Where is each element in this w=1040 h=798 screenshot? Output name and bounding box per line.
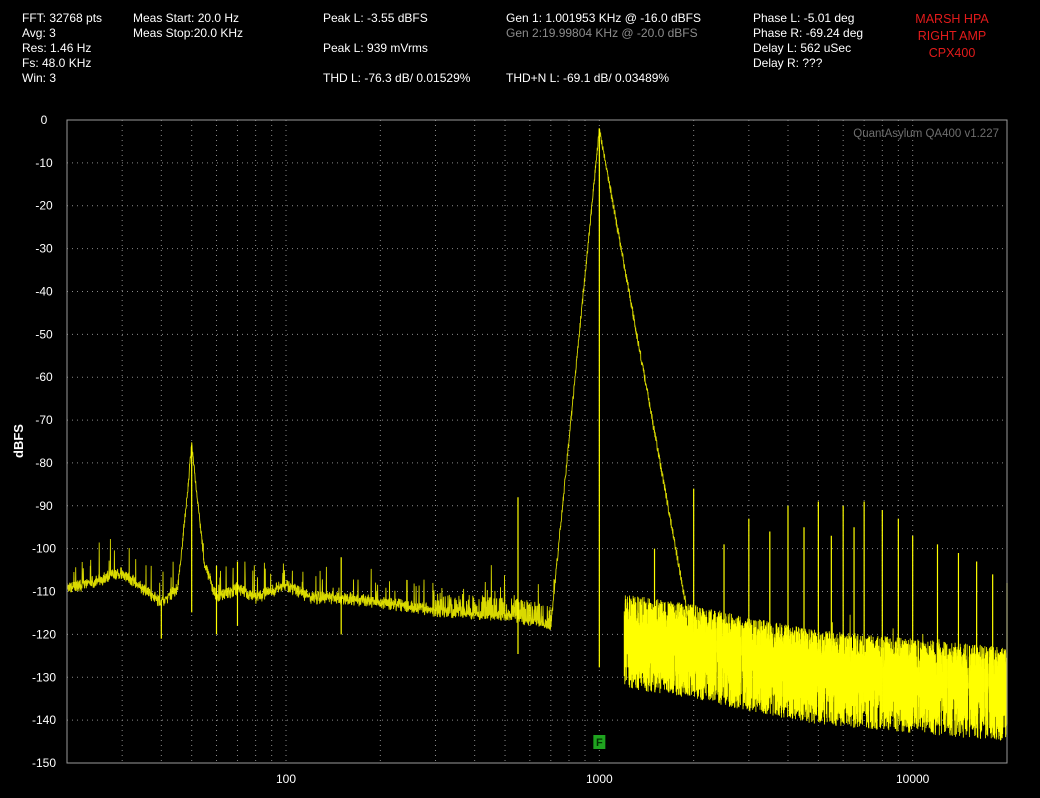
noise-band bbox=[623, 595, 1008, 741]
user-note: MARSH HPA RIGHT AMP CPX400 bbox=[900, 11, 1004, 62]
y-tick-label: -60 bbox=[35, 370, 53, 384]
y-tick-label: -100 bbox=[32, 542, 56, 556]
y-tick-label: -50 bbox=[35, 327, 53, 341]
meas-stop: Meas Stop:20.0 KHz bbox=[133, 26, 244, 40]
y-axis-label: dBFS bbox=[11, 424, 26, 458]
frequency-marker[interactable]: F bbox=[593, 735, 606, 749]
marker-label: F bbox=[596, 737, 603, 749]
delay-r: Delay R: ??? bbox=[753, 56, 823, 70]
y-tick-label: -120 bbox=[32, 627, 56, 641]
phase-l: Phase L: -5.01 deg bbox=[753, 11, 855, 25]
generator-readouts: Gen 1: 1.001953 KHz @ -16.0 dBFS Gen 2:1… bbox=[506, 11, 701, 86]
phase-r: Phase R: -69.24 deg bbox=[753, 26, 864, 40]
y-tick-label: -150 bbox=[32, 756, 56, 770]
y-tick-label: -30 bbox=[35, 242, 53, 256]
meas-start: Meas Start: 20.0 Hz bbox=[133, 11, 240, 25]
note-line-1: MARSH HPA bbox=[915, 12, 989, 26]
sample-rate: Fs: 48.0 KHz bbox=[22, 56, 92, 70]
y-tick-label: -110 bbox=[32, 585, 55, 599]
peak-l-dbfs: Peak L: -3.55 dBFS bbox=[323, 11, 428, 25]
thdn-l: THD+N L: -69.1 dB/ 0.03489% bbox=[506, 71, 670, 85]
note-line-2: RIGHT AMP bbox=[917, 29, 987, 43]
peak-l-mvrms: Peak L: 939 mVrms bbox=[323, 41, 428, 55]
y-tick-label: -90 bbox=[35, 499, 53, 513]
y-tick-label: -80 bbox=[35, 456, 53, 470]
watermark-text: QuantAsylum QA400 v1.227 bbox=[853, 128, 999, 140]
resolution: Res: 1.46 Hz bbox=[22, 41, 92, 55]
marker-box bbox=[593, 735, 606, 749]
avg-count: Avg: 3 bbox=[22, 26, 56, 40]
y-tick-label: -40 bbox=[35, 284, 53, 298]
spectrum-traces bbox=[66, 128, 1008, 741]
gen1: Gen 1: 1.001953 KHz @ -16.0 dBFS bbox=[506, 11, 701, 25]
y-tick-label: -70 bbox=[35, 413, 53, 427]
fft-size: FFT: 32768 pts bbox=[22, 11, 103, 25]
y-tick-label: 0 bbox=[41, 113, 48, 127]
peak-readouts: Peak L: -3.55 dBFS Peak L: 939 mVrms THD… bbox=[323, 11, 470, 86]
fft-info: FFT: 32768 pts Avg: 3 Res: 1.46 Hz Fs: 4… bbox=[22, 11, 102, 86]
y-tick-label: -10 bbox=[35, 156, 53, 170]
y-tick-labels: 0 -10 -20 -30 -40 -50 -60 -70 -80 -90 -100 -110 -120… bbox=[32, 113, 56, 770]
x-tick-label: 10000 bbox=[896, 772, 930, 786]
y-tick-label: -20 bbox=[35, 199, 53, 213]
y-tick-label: -130 bbox=[32, 670, 56, 684]
x-tick-label: 100 bbox=[276, 772, 296, 786]
gen2: Gen 2:19.99804 KHz @ -20.0 dBFS bbox=[506, 26, 698, 40]
note-line-3: CPX400 bbox=[928, 46, 976, 60]
x-tick-labels: 100 1000 10000 bbox=[276, 772, 930, 786]
phase-readouts: Phase L: -5.01 deg Phase R: -69.24 deg D… bbox=[753, 11, 863, 71]
thd-l: THD L: -76.3 dB/ 0.01529% bbox=[323, 71, 471, 85]
y-tick-label: -140 bbox=[32, 713, 56, 727]
window-type: Win: 3 bbox=[22, 71, 57, 85]
measurement-range: Meas Start: 20.0 Hz Meas Stop:20.0 KHz bbox=[133, 11, 243, 41]
spectrum-trace bbox=[66, 128, 1008, 694]
plot-frame bbox=[66, 119, 1008, 764]
delay-l: Delay L: 562 uSec bbox=[753, 41, 852, 55]
x-tick-label: 1000 bbox=[586, 772, 613, 786]
